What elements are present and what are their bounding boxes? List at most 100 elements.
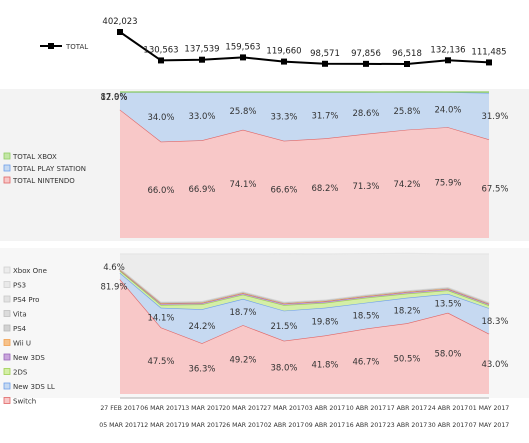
legend-console-swatch-6 xyxy=(3,353,11,361)
playstation-data-label-3: 25.8% xyxy=(229,107,256,117)
new3dsll-data-label-0: 4.6% xyxy=(103,263,125,273)
total-point-7 xyxy=(404,61,410,67)
total-data-label-1: 130,563 xyxy=(143,45,178,55)
new3dsll-data-label-1: 14.1% xyxy=(147,314,174,324)
x-tick-start-5: 03 ABR 2017 xyxy=(305,405,345,412)
x-tick-end-9: 07 MAY 2017 xyxy=(469,422,509,429)
switch-data-label-3: 49.2% xyxy=(229,356,256,366)
x-tick-end-0: 05 MAR 2017 xyxy=(99,422,140,429)
x-tick-end-8: 30 ABR 2017 xyxy=(428,422,468,429)
switch-data-label-5: 41.8% xyxy=(311,361,338,371)
legend-platform-swatch-2 xyxy=(3,176,11,184)
total-data-label-8: 132,136 xyxy=(430,45,465,55)
playstation-data-label-8: 24.0% xyxy=(434,106,461,116)
nintendo-data-label-5: 68.2% xyxy=(311,184,338,194)
new3dsll-data-label-6: 18.5% xyxy=(352,312,379,322)
nintendo-data-label-2: 66.9% xyxy=(188,185,215,195)
total-data-label-0: 402,023 xyxy=(102,17,137,27)
total-data-label-3: 159,563 xyxy=(225,42,260,52)
legend-console-swatch-9 xyxy=(3,397,11,404)
total-data-label-9: 111,485 xyxy=(471,47,506,57)
legend-platform-label-2: TOTAL NINTENDO xyxy=(12,177,75,185)
new3dsll-data-label-8: 13.5% xyxy=(434,299,461,309)
x-tick-end-6: 16 ABR 2017 xyxy=(346,422,386,429)
legend-total-swatch-marker xyxy=(48,43,54,49)
x-tick-start-0: 27 FEB 2017 xyxy=(100,405,139,412)
total-point-9 xyxy=(486,59,492,66)
legend-console-swatch-2 xyxy=(3,295,11,303)
nintendo-data-label-9: 67.5% xyxy=(481,185,508,195)
nintendo-data-label-7: 74.2% xyxy=(393,180,420,190)
console-area-9 xyxy=(120,253,489,302)
legend-platform-swatch-1 xyxy=(3,164,11,172)
legend-console-swatch-1 xyxy=(3,281,11,288)
legend-console-swatch-0 xyxy=(3,266,11,274)
platform-area-0 xyxy=(120,109,489,238)
total-point-5 xyxy=(322,60,328,67)
x-tick-start-2: 13 MAR 2017 xyxy=(181,405,222,412)
nintendo-data-label-8: 75.9% xyxy=(434,179,461,189)
x-tick-end-7: 23 ABR 2017 xyxy=(387,422,427,429)
legend-console-swatch-8 xyxy=(3,382,11,390)
legend-console-swatch-5 xyxy=(3,339,11,346)
x-tick-end-1: 12 MAR 2017 xyxy=(140,422,181,429)
playstation-data-label-4: 33.3% xyxy=(270,112,297,122)
total-point-4 xyxy=(281,58,287,65)
legend-console-swatch-7 xyxy=(3,368,11,375)
legend-console-label-1: PS3 xyxy=(13,282,26,290)
new3dsll-data-label-7: 18.2% xyxy=(393,307,420,317)
playstation-data-label-9: 31.9% xyxy=(481,112,508,122)
console-edge-9 xyxy=(120,252,489,255)
nintendo-data-label-6: 71.3% xyxy=(352,182,379,192)
switch-data-label-9: 43.0% xyxy=(481,360,508,370)
platform-area-1 xyxy=(120,92,489,142)
legend-console-label-2: PS4 Pro xyxy=(13,296,39,304)
x-tick-start-8: 24 ABR 2017 xyxy=(428,405,468,412)
total-point-2 xyxy=(199,56,205,63)
total-panel-bg xyxy=(96,0,529,88)
total-point-0 xyxy=(117,29,123,35)
x-tick-start-6: 10 ABR 2017 xyxy=(346,405,386,412)
x-tick-start-7: 17 ABR 2017 xyxy=(387,405,427,412)
switch-data-label-4: 38.0% xyxy=(270,363,297,373)
total-data-label-7: 96,518 xyxy=(392,49,422,59)
playstation-data-label-7: 25.8% xyxy=(393,107,420,117)
x-tick-start-3: 20 MAR 2017 xyxy=(222,405,263,412)
nintendo-data-label-1: 66.0% xyxy=(147,186,174,196)
legend-console-label-3: Vita xyxy=(13,311,27,319)
switch-data-label-0: 81.9% xyxy=(100,282,127,292)
switch-data-label-8: 58.0% xyxy=(434,349,461,359)
nintendo-data-label-4: 66.6% xyxy=(270,185,297,195)
playstation-data-label-1: 34.0% xyxy=(147,113,174,123)
x-tick-end-3: 26 MAR 2017 xyxy=(222,422,263,429)
switch-data-label-6: 46.7% xyxy=(352,357,379,367)
x-tick-end-4: 02 ABR 2017 xyxy=(264,422,304,429)
playstation-data-label-0: 12.0% xyxy=(100,93,127,103)
console-area-0 xyxy=(120,279,489,394)
total-point-1 xyxy=(158,57,164,64)
x-tick-start-9: 01 MAY 2017 xyxy=(469,405,509,412)
playstation-data-label-2: 33.0% xyxy=(188,112,215,122)
legend-console-label-9: Switch xyxy=(13,398,36,406)
legend-console-swatch-3 xyxy=(3,310,11,317)
console-area-1 xyxy=(120,272,489,344)
new3dsll-data-label-2: 24.2% xyxy=(188,322,215,332)
playstation-data-label-6: 28.6% xyxy=(352,109,379,119)
total-point-3 xyxy=(240,54,246,61)
legend-console-swatch-4 xyxy=(3,324,11,332)
total-point-6 xyxy=(363,60,369,67)
total-data-label-5: 98,571 xyxy=(310,49,340,59)
nintendo-data-label-0: 87.9% xyxy=(100,93,127,103)
legend-console-label-8: New 3DS LL xyxy=(13,383,55,391)
legend-console-label-4: PS4 xyxy=(13,325,27,333)
legend-platform-swatch-0 xyxy=(3,152,11,160)
x-tick-start-4: 27 MAR 2017 xyxy=(263,405,304,412)
new3dsll-data-label-3: 18.7% xyxy=(229,308,256,318)
total-series-line xyxy=(119,31,490,66)
legend-platform-label-0: TOTAL XBOX xyxy=(12,153,57,161)
legend-console-label-7: 2DS xyxy=(13,369,28,377)
switch-data-label-2: 36.3% xyxy=(188,365,215,375)
x-tick-start-1: 06 MAR 2017 xyxy=(140,405,181,412)
new3dsll-data-label-9: 18.3% xyxy=(481,317,508,327)
